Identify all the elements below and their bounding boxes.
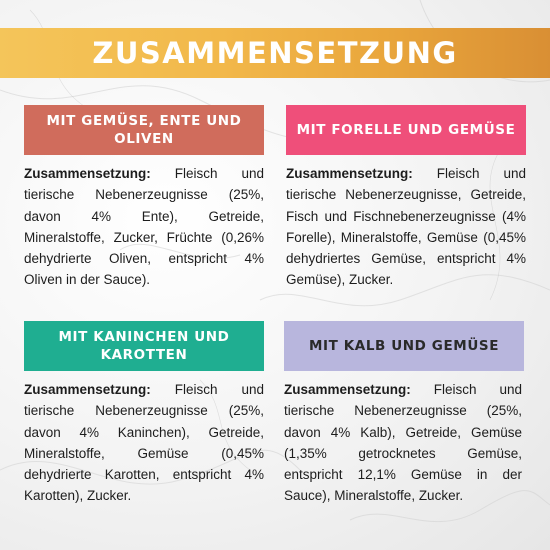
card-gemuese-ente-oliven: MIT GEMÜSE, ENTE UND OLIVEN Zusammensetz… [24,105,264,291]
card-text: Fleisch und tierische Nebenerzeugnisse, … [286,166,526,288]
card-kaninchen-karotten: MIT KANINCHEN UND KAROTTEN Zusammensetzu… [24,321,264,507]
card-header: MIT GEMÜSE, ENTE UND OLIVEN [24,105,264,155]
page-title: ZUSAMMENSETZUNG [92,36,458,70]
card-header: MIT KANINCHEN UND KAROTTEN [24,321,264,371]
title-banner: ZUSAMMENSETZUNG [0,28,550,78]
card-text: Fleisch und tierische Nebenerzeugnisse (… [24,166,264,288]
card-text: Fleisch und tierische Nebenerzeugnisse (… [24,382,264,504]
card-header: MIT KALB UND GEMÜSE [284,321,524,371]
card-header: MIT FORELLE UND GEMÜSE [286,105,526,155]
card-text: Fleisch und tierische Nebenerzeugnisse (… [284,382,522,504]
card-label: Zusammensetzung: [24,382,151,397]
card-forelle-gemuese: MIT FORELLE UND GEMÜSE Zusammensetzung: … [286,105,526,291]
card-body: Zusammensetzung: Fleisch und tierische N… [284,379,522,507]
card-kalb-gemuese: MIT KALB UND GEMÜSE Zusammensetzung: Fle… [284,321,524,507]
card-body: Zusammensetzung: Fleisch und tierische N… [24,163,264,291]
card-label: Zusammensetzung: [284,382,411,397]
card-label: Zusammensetzung: [24,166,151,181]
card-label: Zusammensetzung: [286,166,413,181]
card-body: Zusammensetzung: Fleisch und tierische N… [286,163,526,291]
card-body: Zusammensetzung: Fleisch und tierische N… [24,379,264,507]
